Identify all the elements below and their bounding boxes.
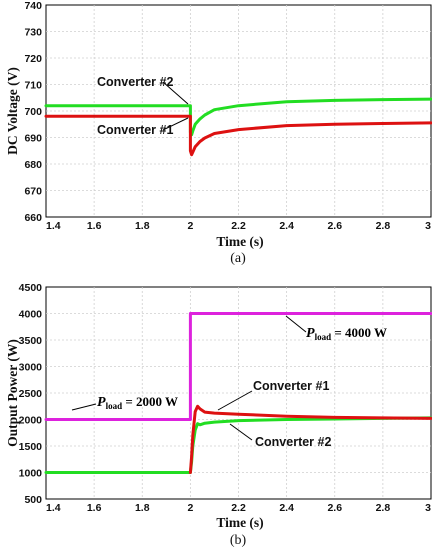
annotation-converter-2-b: Converter #2 <box>255 435 331 449</box>
x-tick-label: 2.4 <box>279 502 294 514</box>
gridlines-b <box>46 287 431 499</box>
annotation-converter-1-b: Converter #1 <box>253 379 329 393</box>
y-tick-label: 1500 <box>19 441 43 453</box>
y-tick-label: 720 <box>24 53 42 65</box>
annotation-pload-4000: Pload = 4000 W <box>306 325 387 342</box>
y-tick-label: 500 <box>24 494 42 506</box>
series-line-converter-1 <box>44 114 432 157</box>
series-group-a <box>44 97 432 157</box>
series-group-b <box>44 312 432 474</box>
y-tick-label: 2500 <box>19 388 43 400</box>
chart-panel-a: 660 670 680 690 700 710 720 730 740 1.4 1.6 1.8 2 2.… <box>5 0 432 266</box>
x-tick-label: 1.8 <box>135 220 150 232</box>
x-tick-label: 2.4 <box>279 220 294 232</box>
x-axis-label-b: Time (s) <box>216 515 263 530</box>
y-tick-labels-a: 660 670 680 690 700 710 720 730 740 <box>24 0 42 224</box>
x-tick-label: 1.4 <box>46 220 61 232</box>
series-line-p-load <box>44 312 432 421</box>
x-tick-label: 2.6 <box>327 220 342 232</box>
leader-conv2-b <box>229 423 253 441</box>
y-tick-labels-b: 500 1000 1500 2000 2500 3000 3500 4000 4500 <box>19 282 43 506</box>
x-tick-label: 3 <box>425 220 431 232</box>
annotation-pload-2000: Pload = 2000 W <box>97 394 178 411</box>
x-tick-label: 2.2 <box>231 220 246 232</box>
y-tick-label: 670 <box>24 186 42 198</box>
annotation-converter-1-a: Converter #1 <box>97 123 173 137</box>
x-tick-label: 2.6 <box>327 502 342 514</box>
y-tick-label: 4000 <box>19 309 43 321</box>
x-tick-labels-a: 1.4 1.6 1.8 2 2.2 2.4 2.6 2.8 3 <box>46 220 431 232</box>
y-tick-label: 710 <box>24 80 42 92</box>
y-tick-label: 2000 <box>19 415 43 427</box>
x-tick-label: 3 <box>425 502 431 514</box>
x-tick-label: 2.2 <box>231 502 246 514</box>
panel-label-b: (b) <box>230 533 247 548</box>
x-tick-label: 2.8 <box>376 502 391 514</box>
x-tick-labels-b: 1.4 1.6 1.8 2 2.2 2.4 2.6 2.8 3 <box>46 502 431 514</box>
y-tick-label: 730 <box>24 27 42 39</box>
leader-conv1-b <box>217 390 253 411</box>
gridlines-a <box>46 5 431 217</box>
x-tick-label: 2 <box>187 502 193 514</box>
y-tick-label: 690 <box>24 133 42 145</box>
y-tick-label: 660 <box>24 212 42 224</box>
y-tick-label: 3500 <box>19 335 43 347</box>
y-tick-label: 4500 <box>19 282 43 294</box>
y-tick-label: 740 <box>24 0 42 12</box>
x-tick-label: 1.6 <box>87 502 102 514</box>
x-tick-label: 1.4 <box>46 502 61 514</box>
leader-pload-low <box>71 403 97 411</box>
series-line-converter-1 <box>188 404 432 474</box>
y-tick-label: 3000 <box>19 362 43 374</box>
panel-label-a: (a) <box>230 251 246 266</box>
x-tick-label: 1.6 <box>87 220 102 232</box>
leader-conv2-a <box>162 81 189 105</box>
leader-pload-high <box>285 315 307 333</box>
y-tick-label: 700 <box>24 106 42 118</box>
y-tick-label: 680 <box>24 159 42 171</box>
y-tick-label: 1000 <box>19 468 43 480</box>
x-tick-label: 2.8 <box>376 220 391 232</box>
annotation-converter-2-a: Converter #2 <box>97 75 173 89</box>
y-axis-label-b: Output Power (W) <box>5 339 20 447</box>
x-axis-label-a: Time (s) <box>216 234 263 249</box>
y-axis-label-a: DC Voltage (V) <box>5 67 20 155</box>
leader-conv1-a <box>162 117 189 131</box>
x-tick-label: 2 <box>187 220 193 232</box>
x-tick-label: 1.8 <box>135 502 150 514</box>
